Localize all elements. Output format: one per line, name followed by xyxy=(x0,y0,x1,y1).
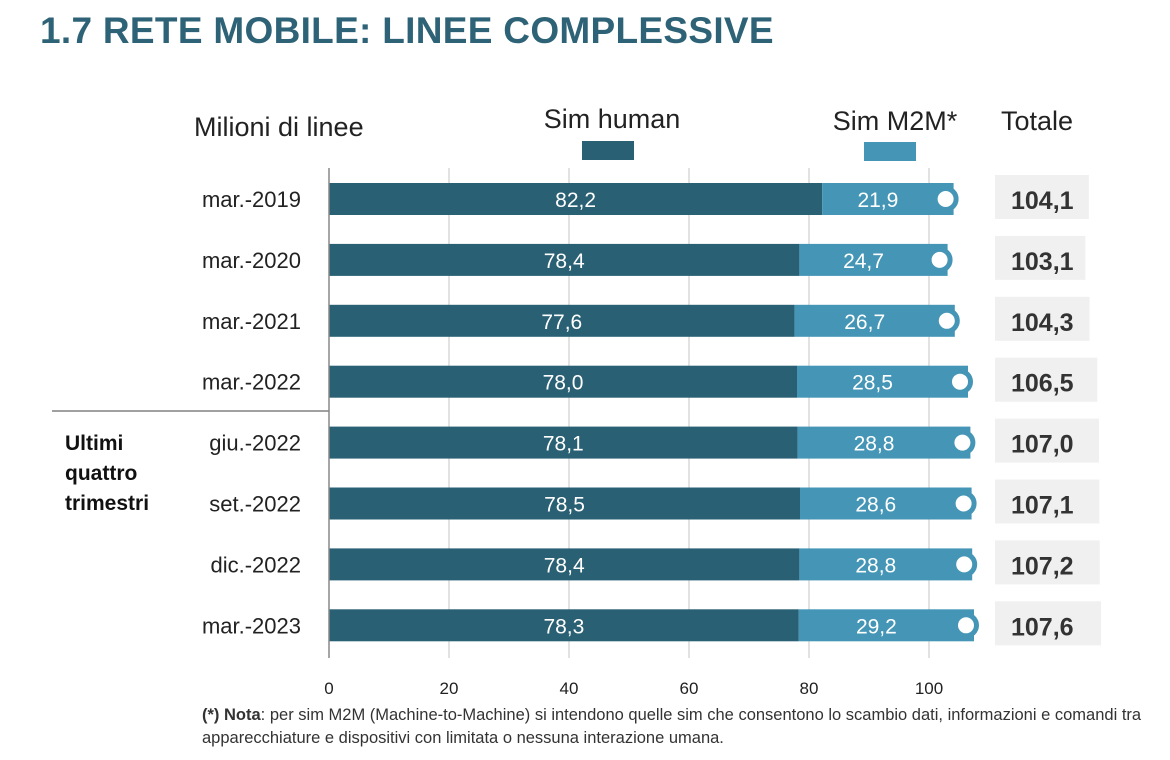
legend-label-m2m: Sim M2M* xyxy=(833,106,958,136)
total-label: 107,6 xyxy=(1011,613,1074,641)
bar-sim-m2m xyxy=(794,304,955,337)
total-box xyxy=(995,418,1099,463)
bar-sim-m2m xyxy=(798,609,974,642)
total-marker xyxy=(933,307,960,334)
total-marker xyxy=(950,490,977,517)
category-label: giu.-2022 xyxy=(209,431,301,456)
group-label-line-3: trimestri xyxy=(65,492,149,515)
total-box xyxy=(995,175,1089,219)
x-tick-label: 80 xyxy=(800,679,819,698)
data-label-m2m: 24,7 xyxy=(843,250,884,273)
total-label: 107,0 xyxy=(1011,431,1074,459)
x-axis: 0 20 40 60 80 100 xyxy=(324,168,943,698)
x-tick-label: 100 xyxy=(915,679,943,698)
bar-sim-human xyxy=(329,183,823,215)
data-label-human: 78,5 xyxy=(544,494,585,517)
data-label-human: 82,2 xyxy=(555,189,596,212)
category-label: dic.-2022 xyxy=(210,552,301,577)
bar-sim-human xyxy=(329,487,800,520)
total-box xyxy=(995,296,1090,341)
footnote-prefix: (*) Nota xyxy=(202,706,261,724)
category-label: mar.-2020 xyxy=(202,248,301,273)
stacked-bar-chart: Milioni di linee Sim human Sim M2M* Tota… xyxy=(52,104,1102,698)
total-marker xyxy=(953,612,979,639)
legend-swatch-human xyxy=(582,141,634,160)
x-tick-label: 0 xyxy=(324,679,333,698)
totals-header: Totale xyxy=(1001,106,1073,136)
legend-swatch-m2m xyxy=(864,142,916,161)
group-label: Ultimi quattro trimestri xyxy=(65,432,149,515)
total-box xyxy=(995,357,1098,402)
bars: mar.-2019 82,2 21,9 104,1 mar.-2020 78,4 24,7 1… xyxy=(202,175,1102,646)
total-marker xyxy=(951,551,978,578)
category-label: mar.-2019 xyxy=(202,187,301,212)
bar-sim-human xyxy=(329,609,799,642)
bar-sim-human xyxy=(329,304,795,337)
page-title: 1.7 RETE MOBILE: LINEE COMPLESSIVE xyxy=(40,10,774,51)
bar-sim-m2m xyxy=(797,365,968,398)
total-label: 107,2 xyxy=(1011,552,1074,580)
category-label: set.-2022 xyxy=(209,492,301,517)
bar-sim-human xyxy=(329,426,798,459)
data-label-m2m: 28,6 xyxy=(855,494,896,517)
gridlines xyxy=(448,168,930,658)
data-label-m2m: 28,8 xyxy=(855,554,896,577)
total-marker xyxy=(949,429,976,456)
total-box xyxy=(995,479,1100,524)
data-label-m2m: 29,2 xyxy=(856,615,897,638)
data-label-human: 78,0 xyxy=(543,372,584,395)
bar-sim-human xyxy=(329,548,800,581)
total-box xyxy=(995,540,1100,585)
data-label-m2m: 26,7 xyxy=(844,311,885,334)
legend-label-human: Sim human xyxy=(544,104,681,134)
data-label-human: 78,1 xyxy=(543,433,584,456)
data-label-human: 77,6 xyxy=(541,311,582,334)
data-label-human: 78,3 xyxy=(543,615,584,638)
total-label: 104,3 xyxy=(1011,309,1074,337)
x-tick-label: 20 xyxy=(440,679,459,698)
total-box xyxy=(995,601,1102,646)
bar-sim-m2m xyxy=(800,487,972,520)
category-label: mar.-2022 xyxy=(202,370,301,395)
x-tick-label: 60 xyxy=(680,679,699,698)
data-label-m2m: 28,5 xyxy=(852,372,893,395)
category-label: mar.-2023 xyxy=(202,613,301,638)
bar-sim-m2m xyxy=(797,426,971,459)
data-label-human: 78,4 xyxy=(544,554,585,577)
data-label-human: 78,4 xyxy=(544,250,585,273)
y-axis-label: Milioni di linee xyxy=(194,112,364,142)
total-label: 107,1 xyxy=(1011,492,1074,520)
total-box xyxy=(995,235,1086,280)
footnote: (*) Nota: per sim M2M (Machine-to-Machin… xyxy=(202,704,1152,750)
bar-sim-m2m xyxy=(799,548,973,581)
total-marker xyxy=(947,368,973,395)
total-marker xyxy=(926,246,953,273)
total-label: 106,5 xyxy=(1011,370,1074,398)
group-label-line-1: Ultimi xyxy=(65,432,123,455)
total-label: 104,1 xyxy=(1011,187,1074,215)
category-label: mar.-2021 xyxy=(202,309,301,334)
x-tick-label: 40 xyxy=(560,679,579,698)
data-label-m2m: 28,8 xyxy=(854,433,895,456)
bar-sim-human xyxy=(329,365,797,398)
data-label-m2m: 21,9 xyxy=(857,189,898,212)
footnote-text: : per sim M2M (Machine-to-Machine) si in… xyxy=(202,706,1142,747)
total-label: 103,1 xyxy=(1011,248,1074,276)
bar-sim-m2m xyxy=(822,183,954,215)
group-label-line-2: quattro xyxy=(65,462,137,485)
total-marker xyxy=(932,186,959,212)
bar-sim-m2m xyxy=(799,243,948,276)
bar-sim-human xyxy=(329,243,800,276)
